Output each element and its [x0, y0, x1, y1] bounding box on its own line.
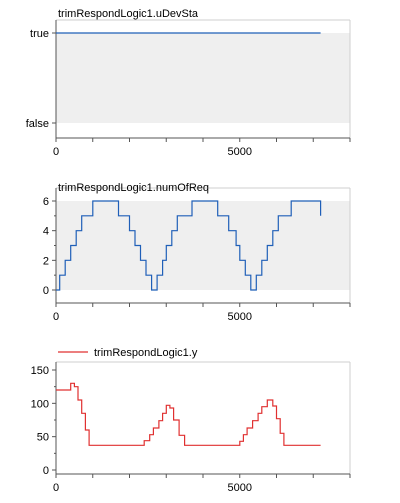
panel-numofreq: 0 5000 6 4 2 0 trimRespondLogic1.numOfReq — [43, 182, 351, 323]
panel-title: trimRespondLogic1.numOfReq — [58, 182, 209, 194]
x-tick-label: 5000 — [228, 146, 252, 158]
panel-y-output: 0 5000 150 100 50 0 trimRespondLogic1.y — [31, 347, 351, 494]
panel-udevsta: 0 5000 true false trimRespondLogic1.uDevSta — [26, 8, 351, 158]
x-tick-label: 0 — [53, 311, 59, 323]
y-tick-label: 4 — [43, 226, 49, 238]
y-tick-label: true — [30, 28, 49, 40]
x-tick-label: 0 — [53, 482, 59, 494]
y-tick-label: 2 — [43, 255, 49, 267]
y-tick-label: 0 — [43, 285, 49, 297]
x-tick-label: 5000 — [228, 311, 252, 323]
series-line — [56, 382, 321, 446]
series-line — [56, 200, 322, 291]
legend-label: trimRespondLogic1.y — [94, 347, 198, 359]
y-tick-label: false — [26, 118, 49, 130]
x-tick-label: 5000 — [228, 482, 252, 494]
plot-band — [56, 33, 350, 123]
y-tick-label: 150 — [31, 365, 49, 377]
y-tick-label: 6 — [43, 196, 49, 208]
y-tick-label: 0 — [43, 465, 49, 477]
x-tick-label: 0 — [53, 146, 59, 158]
panel-title: trimRespondLogic1.uDevSta — [58, 8, 199, 20]
plot-band — [56, 201, 350, 290]
y-tick-label: 100 — [31, 398, 49, 410]
y-tick-label: 50 — [37, 432, 49, 444]
